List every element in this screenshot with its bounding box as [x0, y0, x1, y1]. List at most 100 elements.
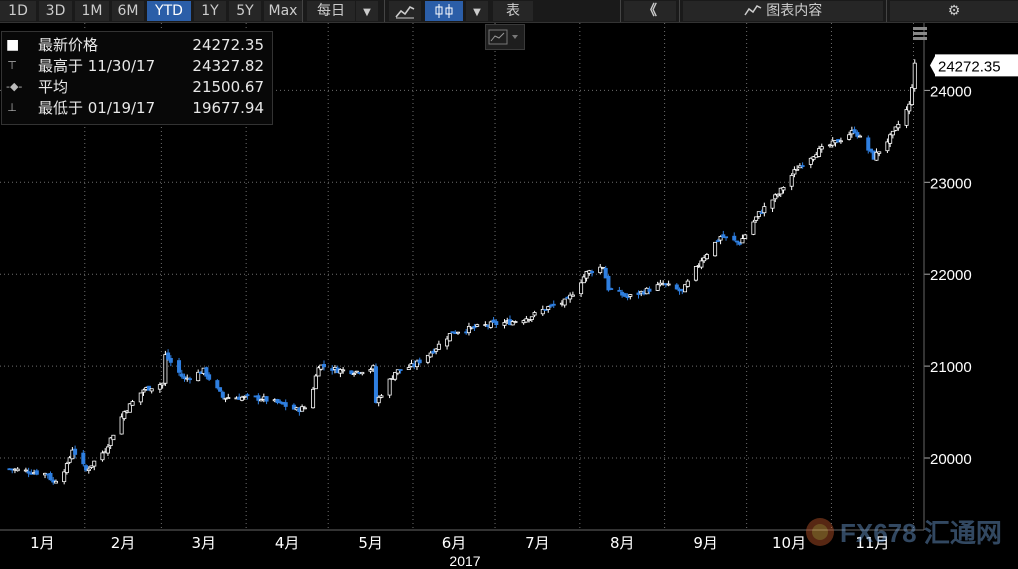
candle-body [617, 289, 622, 292]
x-tick-label: 6月 [442, 534, 467, 552]
y-tick-label: 22000 [930, 267, 972, 284]
x-tick-label: 11月 [855, 534, 889, 552]
candle-body [354, 370, 359, 373]
candle-body [73, 448, 78, 455]
period-button-3d[interactable]: 3D [39, 1, 72, 21]
candle-body [472, 325, 477, 329]
line-chart-button[interactable] [389, 1, 421, 21]
candle-body [414, 360, 419, 368]
period-button-6m[interactable]: 6M [112, 1, 144, 21]
chart-type-dropdown-arrow[interactable]: ▼ [466, 1, 488, 21]
candle-body [568, 294, 573, 300]
layers-glyph [913, 27, 927, 40]
candle-body [177, 360, 182, 373]
candle-body [546, 306, 551, 310]
candle-body [417, 359, 422, 364]
candle-body [368, 369, 373, 372]
candle-body [434, 348, 439, 352]
candle-body [907, 103, 912, 112]
mini-chart-button[interactable] [485, 24, 525, 50]
legend-label: 最新价格 [38, 36, 99, 54]
candle-body [26, 471, 31, 474]
watermark-text: FX678 汇通网 [840, 518, 1002, 548]
legend-marker-icon: -◆- [6, 80, 23, 93]
candle-body [756, 211, 761, 217]
candle-body [387, 378, 392, 396]
candle-body [540, 308, 545, 315]
candle-body [341, 369, 346, 372]
layers-icon[interactable] [912, 25, 928, 40]
candle-body [817, 148, 822, 157]
table-button[interactable]: 表 [493, 1, 533, 21]
candle-body [762, 206, 767, 214]
candle-body [245, 394, 250, 397]
candle-body [166, 352, 171, 360]
y-tick-label: 24000 [930, 83, 972, 100]
toolbar-divider [302, 0, 303, 22]
last-price-label: 24272.35 [938, 58, 1001, 75]
frequency-dropdown-arrow[interactable]: ▼ [356, 1, 378, 21]
candle-body [838, 140, 843, 143]
period-button-1m[interactable]: 1M [75, 1, 109, 21]
candle-body [379, 395, 384, 398]
period-button-ytd[interactable]: YTD [147, 1, 191, 21]
price-chart: 20000 21000 22000 23000 24000 1月 2月 3月 4月 5月 6月 7月 8… [0, 23, 1018, 569]
candle-body [874, 151, 879, 161]
candle-body [893, 126, 898, 131]
candle-body [256, 395, 261, 401]
chevron-down-icon: ▼ [363, 7, 371, 18]
candle-body [445, 338, 450, 347]
candle-body [100, 452, 105, 461]
candle-body [291, 404, 296, 410]
candle-body [502, 322, 507, 326]
frequency-dropdown[interactable]: 每日 [307, 1, 355, 21]
candle-body [910, 87, 915, 106]
period-button-1y[interactable]: 1Y [194, 1, 226, 21]
candle-body [395, 369, 400, 374]
candle-body [168, 358, 173, 363]
candle-body [53, 480, 58, 484]
candle-body [718, 236, 723, 241]
candle-body [562, 298, 567, 306]
candle-body [636, 292, 641, 295]
fx678-watermark-logo: FX678 汇通网 [806, 518, 1002, 548]
candle-body [858, 135, 863, 138]
candle-body [456, 331, 461, 334]
period-button-5y[interactable]: 5Y [229, 1, 261, 21]
settings-button[interactable]: ⚙ [890, 1, 1018, 21]
candle-body [770, 199, 775, 209]
candle-body [532, 312, 537, 316]
candle-body [713, 241, 718, 257]
period-button-1d[interactable]: 1D [0, 1, 36, 21]
candle-body [743, 234, 748, 239]
candle-body [510, 321, 515, 326]
toolbar-divider [620, 0, 621, 22]
candle-body [215, 380, 220, 389]
candle-body [740, 238, 745, 244]
chart-content-button[interactable]: 图表内容 [683, 1, 883, 21]
mini-chart-icon [488, 29, 518, 45]
x-tick-label: 3月 [191, 534, 216, 552]
candle-body [466, 326, 471, 334]
x-tick-label: 1月 [30, 534, 55, 552]
toolbar-divider [679, 0, 680, 22]
candle-body [609, 288, 614, 290]
candle-body [196, 371, 201, 382]
candle-body [239, 396, 244, 401]
legend-value: 21500.67 [192, 78, 264, 96]
candle-body [704, 254, 709, 260]
candle-body [218, 387, 223, 392]
candlestick-chart-button[interactable] [425, 1, 463, 21]
candle-body [321, 364, 326, 368]
candle-body [163, 354, 168, 384]
chart-content-icon [744, 5, 762, 16]
candle-body [398, 369, 403, 371]
collapse-button[interactable]: 《 [624, 1, 676, 21]
candle-body [847, 134, 852, 140]
candle-body [855, 132, 860, 137]
candle-body [551, 303, 556, 306]
candle-body [283, 402, 288, 407]
period-button-max[interactable]: Max [264, 1, 302, 21]
candle-body [513, 321, 518, 323]
candle-body [122, 411, 127, 419]
